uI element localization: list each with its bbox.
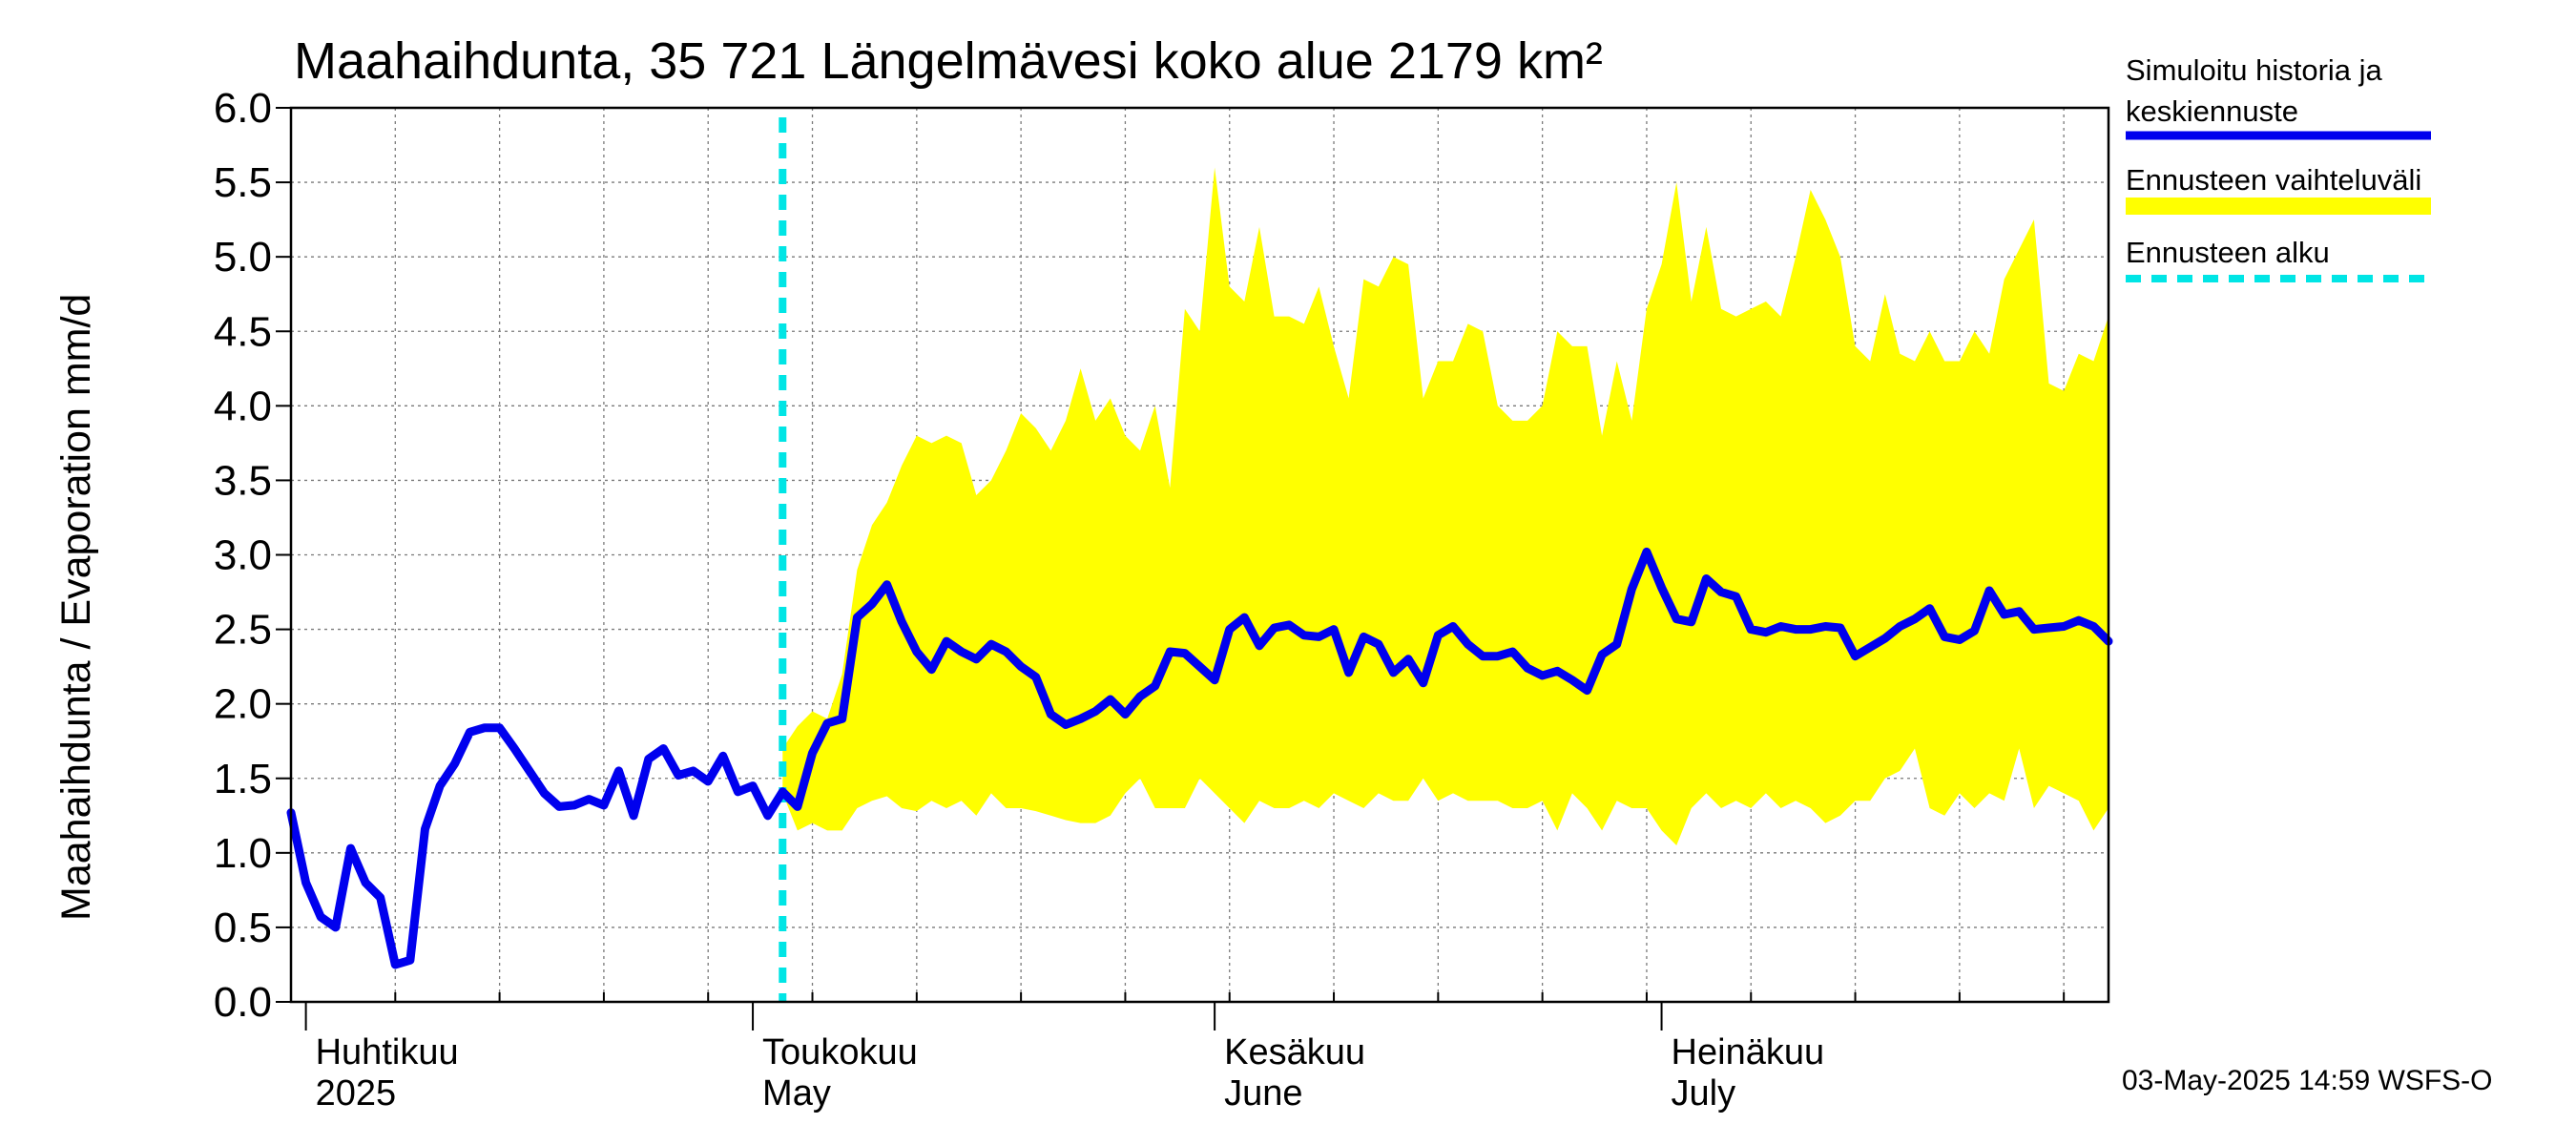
x-month-sublabel: 2025 bbox=[316, 1073, 397, 1114]
x-month-label: Huhtikuu bbox=[316, 1032, 459, 1072]
chart-title: Maahaihdunta, 35 721 Längelmävesi koko a… bbox=[294, 32, 1603, 90]
x-month-label: Heinäkuu bbox=[1672, 1032, 1825, 1072]
legend-label-mean-cont: keskiennuste bbox=[2126, 94, 2298, 128]
y-axis-ticks: 0.0 0.5 1.0 1.5 2.0 2.5 3.0 3.5 4.0 4.5 5.0 5.5 6.0 bbox=[214, 85, 291, 1026]
mean-series-line bbox=[286, 547, 2113, 969]
y-tick-label: 0.0 bbox=[214, 979, 272, 1026]
y-tick-label: 1.5 bbox=[214, 756, 272, 802]
mean-series-path bbox=[286, 547, 2113, 969]
y-tick-label: 5.0 bbox=[214, 234, 272, 281]
y-tick-label: 4.5 bbox=[214, 308, 272, 355]
y-tick-label: 0.5 bbox=[214, 905, 272, 951]
y-tick-label: 3.5 bbox=[214, 457, 272, 504]
y-tick-label: 5.5 bbox=[214, 159, 272, 206]
legend-label-forecast-start: Ennusteen alku bbox=[2126, 236, 2330, 269]
y-tick-label: 3.0 bbox=[214, 532, 272, 579]
forecast-range-band bbox=[782, 167, 2109, 845]
legend-label-range: Ennusteen vaihteluväli bbox=[2126, 163, 2421, 197]
y-tick-label: 1.0 bbox=[214, 830, 272, 877]
y-tick-label: 2.0 bbox=[214, 681, 272, 728]
legend-label-mean: Simuloitu historia ja bbox=[2126, 53, 2383, 87]
x-month-label: Kesäkuu bbox=[1224, 1032, 1365, 1072]
y-tick-label: 6.0 bbox=[214, 85, 272, 132]
y-tick-label: 4.0 bbox=[214, 383, 272, 429]
legend: Simuloitu historia ja keskiennuste Ennus… bbox=[2126, 53, 2431, 282]
x-month-sublabel: June bbox=[1224, 1073, 1302, 1114]
timestamp-footer: 03-May-2025 14:59 WSFS-O bbox=[2122, 1065, 2493, 1096]
x-month-sublabel: July bbox=[1672, 1073, 1736, 1114]
y-tick-label: 2.5 bbox=[214, 607, 272, 654]
x-month-sublabel: May bbox=[762, 1073, 831, 1114]
forecast-range-area bbox=[782, 167, 2109, 845]
y-axis-label: Maahaihdunta / Evaporation mm/d bbox=[53, 294, 99, 921]
x-month-label: Toukokuu bbox=[762, 1032, 918, 1072]
